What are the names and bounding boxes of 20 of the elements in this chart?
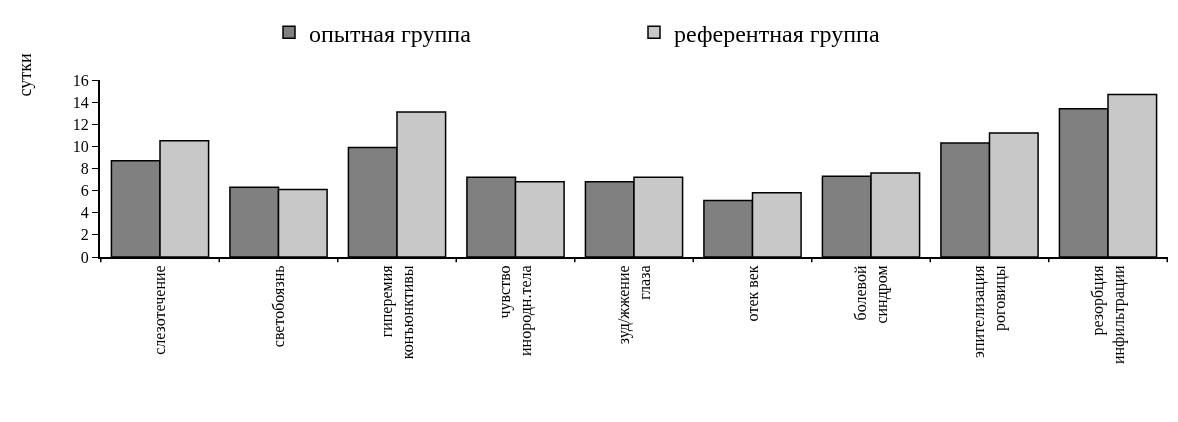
x-tick-label: зуд/жжение глаза <box>614 265 653 345</box>
y-tick-label: 12 <box>72 115 89 133</box>
y-tick-label: 16 <box>72 71 89 89</box>
y-tick-label: 8 <box>80 160 89 178</box>
x-tick-label: светобоязнь <box>269 265 287 348</box>
y-tick-label: 4 <box>80 204 89 222</box>
legend-label: референтная группа <box>674 20 880 47</box>
y-axis-title: сутки <box>15 53 36 97</box>
x-tick-label: отек век <box>743 265 761 322</box>
x-tick-label: гиперемия конъюнктивы <box>377 264 416 360</box>
y-tick-label: 2 <box>80 226 89 244</box>
x-tick-label: болевой синдром <box>851 264 891 324</box>
x-tick-label: эпителизация роговицы <box>970 264 1010 358</box>
y-tick-label: 6 <box>80 182 89 200</box>
y-tick-label: 10 <box>72 137 89 155</box>
x-tick-label: слезотечение <box>151 265 169 355</box>
y-tick-label: 14 <box>72 93 89 111</box>
legend-label: опытная группа <box>309 20 472 47</box>
y-tick-label: 0 <box>80 248 89 266</box>
x-tick-label: чувство инородн.тела <box>496 265 536 356</box>
